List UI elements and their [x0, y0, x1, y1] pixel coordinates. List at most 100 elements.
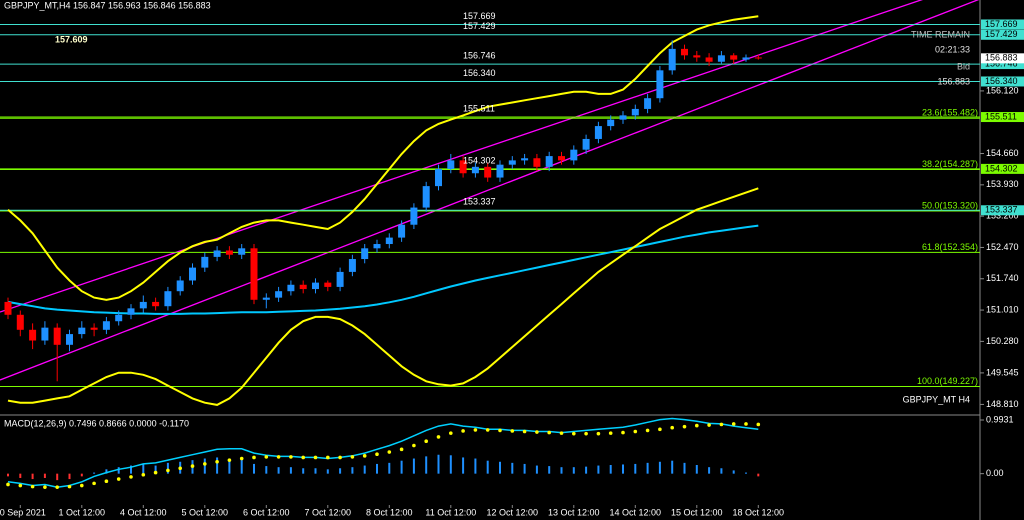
candle-body — [508, 160, 516, 165]
y-tick-label: 149.545 — [986, 367, 1019, 377]
signal-dot — [129, 475, 133, 479]
candle-body — [348, 259, 356, 272]
candle-body — [102, 321, 110, 330]
y-tick-label: 156.120 — [986, 85, 1019, 95]
y-tick-label: 152.470 — [986, 242, 1019, 252]
candle-body — [29, 329, 37, 341]
candle-body — [545, 156, 553, 167]
x-tick-label: 30 Sep 2021 — [0, 507, 46, 517]
x-tick-label: 1 Oct 12:00 — [59, 507, 106, 517]
level-label: 156.746 — [463, 50, 496, 60]
signal-dot — [276, 455, 281, 459]
channel-line — [0, 0, 923, 313]
macd-title: MACD(12,26,9) 0.7496 0.8666 0.0000 -0.11… — [4, 418, 189, 428]
signal-dot — [239, 456, 244, 461]
x-tick-label: 5 Oct 12:00 — [182, 507, 229, 517]
signal-dot — [707, 423, 711, 427]
channel-line — [0, 0, 980, 381]
x-tick-label: 11 Oct 12:00 — [425, 507, 476, 517]
signal-dot — [141, 472, 146, 477]
level-axis-label: 157.669 — [985, 19, 1018, 29]
candle-body — [459, 160, 467, 174]
candle-body — [238, 248, 246, 255]
signal-dot — [756, 422, 761, 427]
y-tick-label: 148.810 — [986, 399, 1019, 409]
candle-body — [619, 115, 627, 120]
bid-axis-box — [981, 53, 1024, 64]
signal-dot — [43, 485, 47, 489]
signal-dot — [55, 485, 59, 489]
y-tick-label: 0.9931 — [986, 414, 1014, 424]
candle-body — [176, 280, 184, 292]
candle-body — [521, 158, 529, 161]
signal-dot — [375, 452, 379, 457]
y-tick-label: 153.200 — [986, 211, 1019, 221]
candle-body — [299, 284, 307, 290]
candle-body — [225, 250, 233, 255]
candle-body — [152, 301, 160, 307]
candle-body — [693, 55, 701, 58]
signal-dot — [670, 425, 674, 430]
bid-value: 156.883 — [937, 76, 970, 86]
candle-body — [361, 248, 369, 260]
y-tick-label: 153.930 — [986, 179, 1019, 189]
signal-dot — [80, 483, 84, 488]
candle-body — [582, 138, 590, 150]
level-label: 155.511 — [463, 103, 495, 113]
candle-body — [201, 256, 209, 268]
x-tick-label: 12 Oct 12:00 — [487, 507, 539, 517]
signal-dot — [621, 430, 625, 435]
candle-body — [570, 149, 578, 161]
signal-dot — [449, 431, 453, 435]
bid-label: Bid — [957, 61, 970, 71]
candle-body — [410, 207, 418, 225]
signal-dot — [412, 443, 416, 448]
level-axis-box — [981, 163, 1024, 174]
level-axis-box — [981, 29, 1024, 40]
macd-line — [7, 417, 759, 488]
candle-body — [742, 57, 750, 60]
candle-body — [275, 291, 283, 298]
big-price: 157.609 — [55, 34, 88, 44]
signal-dot — [190, 464, 195, 468]
signal-dot — [547, 430, 551, 435]
signal-dot — [498, 428, 502, 433]
chart-title: GBPJPY_MT,H4 156.847 156.963 156.846 156… — [4, 0, 211, 10]
candle-body — [471, 166, 479, 174]
level-label: 157.429 — [463, 21, 496, 31]
candle-body — [398, 224, 406, 238]
signal-dot — [744, 422, 748, 426]
candle-body — [53, 327, 61, 345]
candle-body — [139, 301, 147, 309]
level-axis-label: 153.337 — [985, 205, 1018, 215]
candle-body — [78, 327, 86, 335]
signal-dot — [436, 435, 441, 439]
level-axis-box — [981, 205, 1024, 216]
signal-dot — [731, 422, 736, 426]
level-axis-box — [981, 112, 1024, 123]
level-label: 157.669 — [463, 11, 496, 21]
candle-body — [373, 244, 381, 249]
candle-body — [631, 108, 639, 116]
signal-dot — [473, 428, 478, 432]
signal-dot — [289, 455, 293, 459]
level-label: 153.337 — [463, 197, 496, 207]
candle-body — [422, 186, 430, 208]
candle-body — [705, 57, 713, 62]
fib-label: 50.0(153.320) — [922, 200, 978, 210]
signal-dot — [166, 468, 170, 473]
level-axis-label: 155.511 — [985, 111, 1017, 121]
candle-body — [717, 55, 725, 62]
signal-dot — [596, 431, 601, 436]
signal-dot — [153, 470, 158, 475]
plot-area — [0, 15, 980, 406]
indicator-line — [7, 187, 759, 406]
candle-body — [189, 267, 196, 281]
candle-body — [41, 327, 49, 341]
signal-dot — [633, 429, 638, 434]
symbol-label: GBPJPY_MT H4 — [903, 394, 970, 404]
candle-body — [66, 334, 73, 345]
candle-body — [447, 160, 455, 169]
fib-label: 38.2(154.287) — [922, 159, 978, 169]
level-axis-box — [981, 19, 1024, 30]
